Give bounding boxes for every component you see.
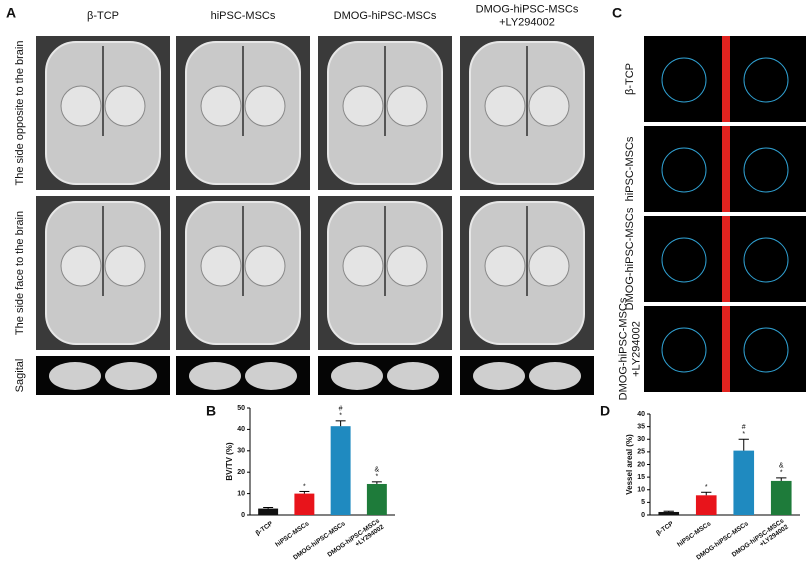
bar xyxy=(330,426,351,515)
defect-outline xyxy=(661,237,707,283)
sagital-section xyxy=(105,362,157,390)
bar xyxy=(658,511,680,515)
row-label: DMOG-hiPSC-MSCs xyxy=(624,207,636,310)
row-label: The side face to the brain xyxy=(14,211,26,335)
column-header: DMOG-hiPSC-MSCs xyxy=(334,10,437,22)
y-tick-label: 5 xyxy=(641,499,645,506)
defect xyxy=(244,85,286,127)
defect-outline xyxy=(661,147,707,193)
y-tick-label: 40 xyxy=(237,426,245,433)
significance-mark: * xyxy=(705,484,708,491)
row-label: hiPSC-MSCs xyxy=(624,136,636,201)
y-tick-label: 10 xyxy=(637,487,645,494)
y-tick-label: 35 xyxy=(637,423,645,430)
significance-mark: # xyxy=(339,406,343,413)
x-tick-label: β-TCP xyxy=(655,520,675,537)
y-tick-label: 25 xyxy=(637,449,645,456)
defect xyxy=(528,245,570,287)
sagital-section xyxy=(49,362,101,390)
defect xyxy=(484,85,526,127)
y-tick-label: 50 xyxy=(237,405,245,412)
sagital-section xyxy=(189,362,241,390)
sagital-section xyxy=(387,362,439,390)
y-tick-label: 0 xyxy=(641,512,645,519)
row-label: β-TCP xyxy=(624,63,636,95)
defect xyxy=(484,245,526,287)
significance-mark: * xyxy=(742,431,745,438)
defect xyxy=(386,85,428,127)
defect xyxy=(200,245,242,287)
significance-mark: & xyxy=(375,467,380,474)
y-tick-label: 20 xyxy=(237,469,245,476)
defect xyxy=(104,245,146,287)
panel-label: A xyxy=(6,5,16,21)
column-header: hiPSC-MSCs xyxy=(211,10,276,22)
defect xyxy=(244,245,286,287)
y-axis-label: Vessel areal (%) xyxy=(625,434,634,495)
sagital-section xyxy=(473,362,525,390)
panel-label: D xyxy=(600,403,610,419)
column-header: DMOG-hiPSC-MSCs +LY294002 xyxy=(476,4,579,29)
defect xyxy=(60,85,102,127)
defect xyxy=(342,245,384,287)
significance-mark: * xyxy=(339,413,342,420)
defect-outline xyxy=(743,237,789,283)
bar xyxy=(770,480,792,515)
panel-label: B xyxy=(206,403,216,419)
y-axis-label: BV/TV (%) xyxy=(225,442,234,481)
defect-outline xyxy=(743,57,789,103)
defect xyxy=(104,85,146,127)
y-tick-label: 40 xyxy=(637,411,645,418)
significance-mark: * xyxy=(303,483,306,490)
vessel xyxy=(722,36,730,122)
significance-mark: # xyxy=(742,424,746,431)
vessel xyxy=(722,126,730,212)
row-label: DMOG-hiPSC-MSCs+LY294002 xyxy=(618,297,643,400)
bar xyxy=(258,508,279,515)
defect-outline xyxy=(743,147,789,193)
sagital-section xyxy=(245,362,297,390)
x-tick-label: DMOG-hiPSC-MSCs+LY294002 xyxy=(326,517,385,564)
row-label: Sagital xyxy=(14,359,26,393)
sagital-section xyxy=(331,362,383,390)
y-tick-label: 20 xyxy=(637,461,645,468)
defect xyxy=(60,245,102,287)
defect xyxy=(528,85,570,127)
y-tick-label: 30 xyxy=(637,436,645,443)
significance-mark: & xyxy=(779,463,784,470)
y-tick-label: 30 xyxy=(237,448,245,455)
defect-outline xyxy=(661,57,707,103)
significance-mark: * xyxy=(780,470,783,477)
bar xyxy=(695,495,717,515)
defect xyxy=(386,245,428,287)
bar xyxy=(294,493,315,515)
defect-outline xyxy=(661,327,707,373)
x-tick-label: β-TCP xyxy=(255,520,275,537)
defect xyxy=(342,85,384,127)
bar xyxy=(366,483,387,515)
x-tick-label: hiPSC-MSCs xyxy=(274,520,311,549)
vessel xyxy=(722,216,730,302)
defect-outline xyxy=(743,327,789,373)
y-tick-label: 10 xyxy=(237,490,245,497)
bar xyxy=(733,450,755,515)
panel-label: C xyxy=(612,5,622,21)
row-label: The side opposite to the brain xyxy=(14,41,26,186)
sagital-section xyxy=(529,362,581,390)
significance-mark: * xyxy=(376,474,379,481)
y-tick-label: 15 xyxy=(637,474,645,481)
column-header: β-TCP xyxy=(87,10,119,22)
defect xyxy=(200,85,242,127)
y-tick-label: 0 xyxy=(241,512,245,519)
x-tick-label: hiPSC-MSCs xyxy=(676,520,713,549)
vessel xyxy=(722,306,730,392)
